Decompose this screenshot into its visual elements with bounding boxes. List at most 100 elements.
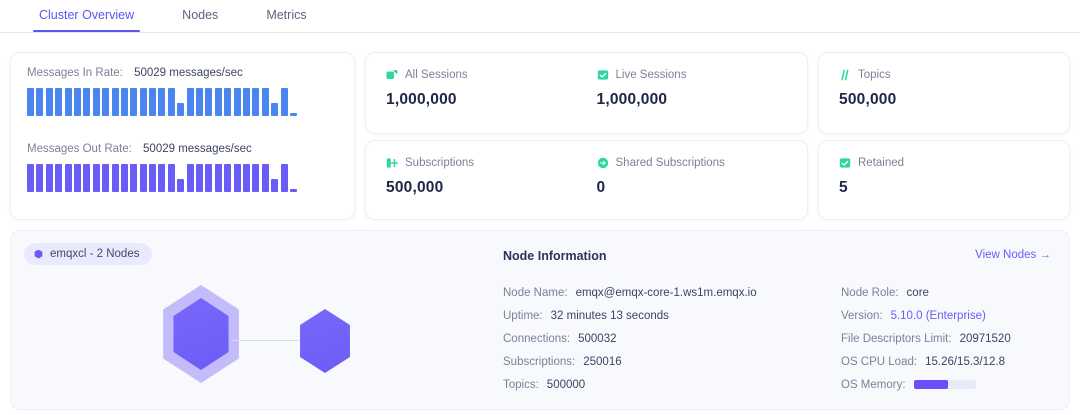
topics-card: Topics 500,000 (818, 52, 1070, 134)
sparkline-bar (205, 88, 213, 116)
sparkline-bar (261, 164, 269, 192)
sparkline-bar (224, 88, 232, 116)
sparkline-bar (83, 164, 91, 192)
info-row-topics: Topics: 500000 (503, 373, 757, 396)
sparkline-bar (186, 88, 194, 116)
stat-topics: Topics 500,000 (839, 68, 1052, 109)
messages-in-rate-block: Messages In Rate: 50029 messages/sec (27, 67, 342, 116)
sparkline-bar (242, 164, 250, 192)
info-row-file-descriptors-limit: File Descriptors Limit: 20971520 (841, 327, 1011, 350)
shared-subscriptions-icon (597, 157, 609, 169)
messages-out-rate-block: Messages Out Rate: 50029 messages/sec (27, 143, 342, 192)
sparkline-bar (64, 164, 72, 192)
info-key: OS CPU Load: (841, 355, 918, 368)
info-row-subscriptions: Subscriptions: 250016 (503, 350, 757, 373)
tabbar: Cluster Overview Nodes Metrics (0, 0, 1080, 33)
info-key: File Descriptors Limit: (841, 332, 952, 345)
sparkline-bar (64, 88, 72, 116)
info-key: Connections: (503, 332, 571, 345)
messages-in-rate-label: Messages In Rate: (27, 67, 123, 79)
info-key: Node Role: (841, 286, 899, 299)
info-value: 15.26/15.3/12.8 (925, 355, 1006, 368)
tab-cluster-overview[interactable]: Cluster Overview (33, 0, 141, 32)
retained-icon (839, 157, 851, 169)
info-value: 250016 (583, 355, 622, 368)
node-link-line (231, 340, 299, 341)
info-value: 32 minutes 13 seconds (550, 309, 669, 322)
sparkline-bar (271, 179, 279, 192)
retained-card: Retained 5 (818, 140, 1070, 220)
node-info-left-column: Node Name: emqx@emqx-core-1.ws1m.emqx.io… (503, 281, 757, 396)
sessions-card: All Sessions 1,000,000 Live Sessions 1,0… (365, 52, 808, 134)
topics-value: 500,000 (839, 91, 897, 108)
sparkline-bar (271, 103, 279, 116)
messages-in-rate-value: 50029 messages/sec (134, 67, 243, 79)
sparkline-bar (139, 164, 147, 192)
info-row-os-cpu-load: OS CPU Load: 15.26/15.3/12.8 (841, 350, 1011, 373)
sparkline-bar (36, 88, 44, 116)
stat-all-sessions: All Sessions 1,000,000 (386, 68, 597, 109)
info-value: 500032 (578, 332, 617, 345)
node-hexagon-primary-icon[interactable] (173, 298, 229, 370)
info-key: Uptime: (503, 309, 543, 322)
info-key: Subscriptions: (503, 355, 576, 368)
live-sessions-value: 1,000,000 (596, 91, 668, 108)
sparkline-bar (36, 164, 44, 192)
tab-metrics[interactable]: Metrics (266, 8, 307, 22)
sparkline-bar (224, 164, 232, 192)
info-row-uptime: Uptime: 32 minutes 13 seconds (503, 304, 757, 327)
info-value: 500000 (546, 378, 586, 391)
info-key: OS Memory: (841, 378, 906, 391)
sparkline-bar (83, 88, 91, 116)
subscriptions-label: Subscriptions (405, 157, 475, 169)
sparkline-bar (214, 88, 222, 116)
messages-in-rate-header: Messages In Rate: 50029 messages/sec (27, 67, 342, 79)
info-value: emqx@emqx-core-1.ws1m.emqx.io (575, 286, 757, 299)
stat-shared-subscriptions: Shared Subscriptions 0 (597, 156, 808, 197)
sparkline-bar (111, 88, 119, 116)
message-rate-card: Messages In Rate: 50029 messages/sec Mes… (10, 52, 355, 220)
sparkline-bar (214, 164, 222, 192)
messages-in-rate-sparkline (27, 88, 342, 116)
messages-out-rate-value: 50029 messages/sec (143, 143, 252, 155)
stat-subscriptions: Subscriptions 500,000 (386, 156, 597, 197)
tab-nodes[interactable]: Nodes (182, 8, 219, 22)
sparkline-bar (92, 164, 100, 192)
live-sessions-icon (597, 69, 609, 81)
cluster-badge[interactable]: emqxcl - 2 Nodes (24, 243, 153, 265)
cluster-hexagon-icon (34, 249, 43, 259)
sparkline-bar (167, 88, 175, 116)
view-nodes-link[interactable]: View Nodes → (975, 249, 1051, 261)
info-value: 20971520 (959, 332, 1011, 345)
subscriptions-icon (386, 157, 398, 169)
node-hexagon-secondary-icon[interactable] (300, 309, 350, 373)
info-row-connections: Connections: 500032 (503, 327, 757, 350)
info-key: Version: (841, 309, 883, 322)
info-row-node-name: Node Name: emqx@emqx-core-1.ws1m.emqx.io (503, 281, 757, 304)
messages-out-rate-header: Messages Out Rate: 50029 messages/sec (27, 143, 342, 155)
shared-subscriptions-label: Shared Subscriptions (615, 157, 725, 169)
sparkline-bar (111, 164, 119, 192)
sessions-icon (386, 69, 398, 81)
stat-retained: Retained 5 (839, 156, 1052, 197)
shared-subscriptions-value: 0 (596, 179, 606, 196)
sparkline-bar (102, 164, 110, 192)
info-row-os-memory: OS Memory: (841, 373, 1011, 396)
sparkline-bar (45, 164, 53, 192)
version-link[interactable]: 5.10.0 (Enterprise) (890, 309, 986, 322)
node-info-right-column: Node Role: core Version: 5.10.0 (Enterpr… (841, 281, 1011, 396)
sparkline-bar (196, 88, 204, 116)
sparkline-bar (27, 88, 34, 116)
sparkline-bar (149, 164, 157, 192)
sparkline-bar (130, 88, 138, 116)
info-key: Node Name: (503, 286, 568, 299)
sparkline-bar (261, 88, 269, 116)
sparkline-bar (289, 189, 297, 192)
cluster-topology-diagram (131, 273, 401, 393)
cluster-badge-label: emqxcl - 2 Nodes (50, 248, 140, 260)
subscriptions-value: 500,000 (386, 179, 444, 196)
sparkline-bar (233, 88, 241, 116)
os-memory-progress-bar (913, 380, 976, 389)
info-key: Topics: (503, 378, 539, 391)
sparkline-bar (55, 88, 63, 116)
